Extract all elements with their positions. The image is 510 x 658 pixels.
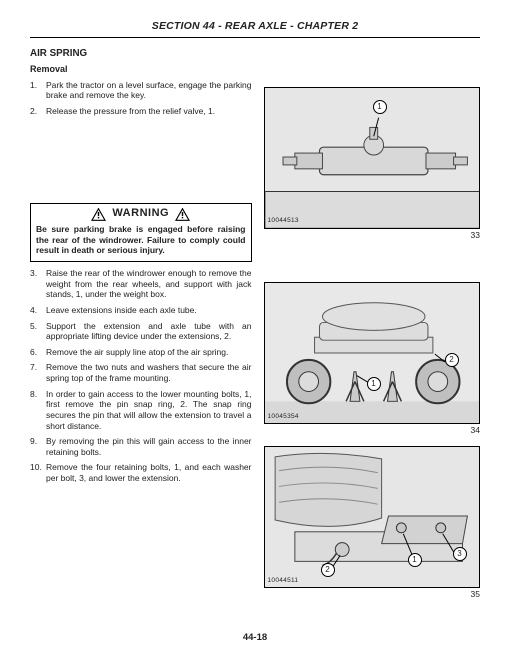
figure-33: 1 10044513 [264, 87, 481, 229]
page-number: 44-18 [0, 632, 510, 644]
warning-header: WARNING [36, 207, 246, 221]
section-title: AIR SPRING [30, 48, 480, 60]
figure-35: 1 2 3 10044511 [264, 446, 481, 588]
figure-number: 34 [264, 425, 481, 436]
figure-33-drawing [265, 88, 480, 228]
step-item: Remove the air supply line atop of the a… [30, 347, 252, 358]
warning-label: WARNING [112, 207, 169, 221]
section-subtitle: Removal [30, 64, 480, 75]
figure-35-drawing [265, 447, 480, 587]
service-manual-page: SECTION 44 - REAR AXLE - CHAPTER 2 AIR S… [0, 0, 510, 658]
callout-circle: 2 [445, 353, 459, 367]
step-item: By removing the pin this will gain acces… [30, 436, 252, 457]
step-item: Remove the four retaining bolts, 1, and … [30, 462, 252, 483]
step-item: Remove the two nuts and washers that sec… [30, 362, 252, 383]
warning-triangle-icon [91, 208, 106, 221]
step-item: Support the extension and axle tube with… [30, 321, 252, 342]
callout-circle: 2 [321, 563, 335, 577]
page-header: SECTION 44 - REAR AXLE - CHAPTER 2 [30, 20, 480, 38]
two-column-layout: Park the tractor on a level surface, eng… [30, 80, 480, 604]
step-item: Leave extensions inside each axle tube. [30, 305, 252, 316]
image-id: 10045354 [268, 413, 299, 421]
figure-number: 33 [264, 230, 481, 241]
callout-circle: 1 [367, 377, 381, 391]
step-item: Park the tractor on a level surface, eng… [30, 80, 252, 101]
figure-column: 1 10044513 33 [264, 80, 481, 604]
warning-box: WARNING Be sure parking brake is engaged… [30, 203, 252, 262]
callout-circle: 3 [453, 547, 467, 561]
text-column: Park the tractor on a level surface, eng… [30, 80, 252, 604]
step-list-a: Park the tractor on a level surface, eng… [30, 80, 252, 117]
figure-34-drawing [265, 283, 480, 423]
callout-circle: 1 [373, 100, 387, 114]
step-item: In order to gain access to the lower mou… [30, 389, 252, 432]
step-item: Release the pressure from the relief val… [30, 106, 252, 117]
warning-triangle-icon [175, 208, 190, 221]
warning-text: Be sure parking brake is engaged before … [36, 224, 246, 256]
step-item: Raise the rear of the windrower enough t… [30, 268, 252, 300]
figure-number: 35 [264, 589, 481, 600]
image-id: 10044513 [268, 217, 299, 225]
image-id: 10044511 [268, 577, 299, 585]
figure-34: 1 2 10045354 [264, 282, 481, 424]
callout-circle: 1 [408, 553, 422, 567]
step-list-b: Raise the rear of the windrower enough t… [30, 268, 252, 484]
